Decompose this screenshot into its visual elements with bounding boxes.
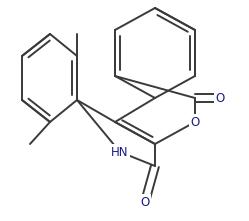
Text: HN: HN [111, 145, 129, 158]
Text: O: O [215, 91, 225, 105]
Text: O: O [140, 196, 150, 208]
Text: O: O [190, 116, 200, 128]
